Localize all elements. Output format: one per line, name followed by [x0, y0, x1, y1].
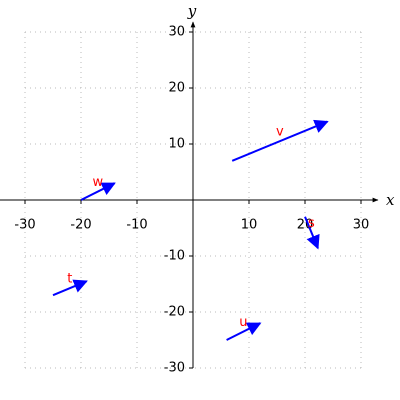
x-tick-label: 30: [353, 218, 370, 233]
y-tick-label: -30: [164, 361, 185, 376]
y-tick-label: -10: [164, 249, 185, 264]
vector-label: s: [308, 216, 315, 231]
y-tick-label: 30: [168, 25, 185, 40]
y-tick-label: 20: [168, 81, 185, 96]
vector-label: v: [276, 125, 284, 140]
vector-arrow: [231, 119, 329, 162]
vector-label: t: [67, 272, 72, 287]
x-axis-label: x: [386, 191, 395, 209]
y-tick-label: 10: [168, 137, 185, 152]
vector-arrow: [304, 216, 320, 250]
x-tick-label: -20: [70, 218, 91, 233]
x-tick-label: -10: [126, 218, 147, 233]
y-axis-label: y: [187, 2, 197, 20]
vector-arrow: [80, 182, 116, 201]
vector-label: u: [239, 315, 247, 330]
x-tick-label: -30: [14, 218, 35, 233]
y-tick-label: -20: [164, 305, 185, 320]
x-tick-label: 10: [241, 218, 258, 233]
vector-arrow: [52, 279, 88, 297]
vector-arrow: [226, 322, 262, 341]
vector-label: w: [92, 175, 103, 190]
